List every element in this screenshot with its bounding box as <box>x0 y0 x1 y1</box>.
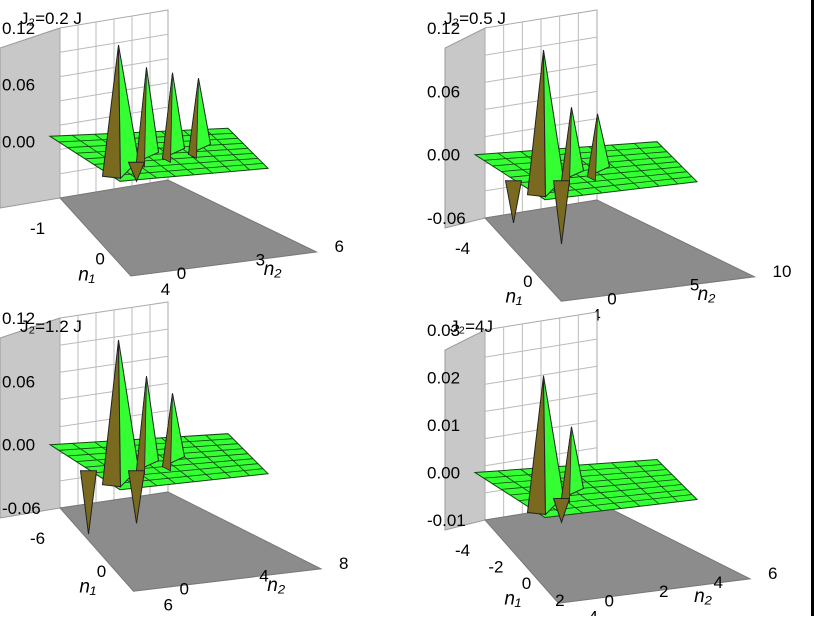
grid-line <box>59 58 169 78</box>
n2-tick-label: 10 <box>773 262 792 281</box>
n2-axis-label: n₂ <box>264 259 283 280</box>
panel-title: J₂=1.2 J <box>20 317 82 336</box>
n1-tick-label: 0 <box>522 574 531 593</box>
z-tick-label: -0.01 <box>427 511 466 530</box>
right-border-line <box>811 0 814 616</box>
mesh-line <box>611 462 660 505</box>
z-tick-label: 0.06 <box>427 82 460 101</box>
negative-dip <box>79 470 98 535</box>
n2-tick-label: 0 <box>607 289 616 308</box>
z-tick-label: 0.12 <box>2 19 35 38</box>
n2-tick-label: 4 <box>714 573 723 592</box>
z-tick-label: -0.06 <box>2 499 41 518</box>
z-tick-label: 0.00 <box>427 464 460 483</box>
panel-title: J₂=0.2 J <box>20 9 82 28</box>
grid-line <box>59 328 169 346</box>
n2-axis-label: n₂ <box>698 284 717 305</box>
n1-tick-label: 0 <box>97 562 106 581</box>
secondary-peak-shadow <box>162 393 173 472</box>
n1-tick-label: 0 <box>523 272 532 291</box>
n1-tick-label: 4 <box>161 280 170 299</box>
n1-tick-label: 4 <box>589 607 598 616</box>
mesh-line <box>205 434 250 476</box>
n1-axis-label: n₁ <box>79 577 96 598</box>
negative-dip <box>127 470 146 524</box>
n2-tick-label: 3 <box>256 251 265 270</box>
mesh-line <box>205 129 250 171</box>
grid-line <box>484 365 598 385</box>
z-tick-label: 0.06 <box>2 76 35 95</box>
n1-tick-label: -4 <box>455 541 470 560</box>
main-peak <box>543 375 565 516</box>
z-tick-label: 0.02 <box>427 369 460 388</box>
left-wall <box>0 317 61 519</box>
panel-title: J₂=0.5 J <box>444 9 506 28</box>
negative-dip <box>127 161 146 183</box>
n2-tick-label: 6 <box>768 564 777 583</box>
mesh-line <box>633 142 679 185</box>
surface-panel-2: 0.120.060.00-0.06-404n₁0510n₂J₂=0.5 J <box>427 9 791 324</box>
main-peak <box>118 44 140 180</box>
n2-tick-label: 0 <box>177 264 186 283</box>
z-tick-label: 0.06 <box>2 372 35 391</box>
grid-line <box>59 355 169 373</box>
z-tick-label: 0.12 <box>2 309 35 328</box>
z-tick-label: 0.00 <box>2 436 35 455</box>
n2-tick-label: 5 <box>690 276 699 295</box>
n2-tick-label: 2 <box>659 582 668 601</box>
n1-axis-label: n₁ <box>504 589 521 610</box>
n1-tick-label: -2 <box>488 558 503 577</box>
negative-dip <box>552 180 571 245</box>
left-wall <box>444 27 486 229</box>
n1-axis-label: n₁ <box>78 264 95 285</box>
z-tick-label: 0.01 <box>427 416 460 435</box>
n1-tick-label: -4 <box>455 239 470 258</box>
n1-tick-label: -6 <box>30 529 45 548</box>
z-tick-label: 0.03 <box>427 321 460 340</box>
n1-tick-label: 2 <box>555 591 564 610</box>
panel-title: J₂=4J <box>450 317 493 336</box>
n2-tick-label: 0 <box>605 591 614 610</box>
negative-dip <box>552 498 571 524</box>
secondary-peak-shadow <box>162 72 173 163</box>
floor <box>59 179 319 277</box>
n2-tick-label: 0 <box>180 579 189 598</box>
secondary-peak-shadow <box>188 78 199 159</box>
n1-tick-label: -1 <box>30 219 45 238</box>
mesh-line <box>633 460 679 503</box>
left-wall <box>0 27 61 209</box>
grid-line <box>484 338 598 358</box>
grid-line <box>59 33 169 53</box>
n1-tick-label: 6 <box>164 595 173 614</box>
n2-tick-label: 6 <box>335 237 344 256</box>
n2-axis-label: n₂ <box>694 586 713 607</box>
n2-tick-label: 4 <box>259 567 268 586</box>
negative-dip <box>504 180 523 223</box>
z-tick-label: 0.12 <box>427 19 460 38</box>
n1-tick-label: 0 <box>95 250 104 269</box>
mesh-line <box>611 144 660 187</box>
grid-line <box>484 36 598 56</box>
floor <box>59 491 323 592</box>
n1-axis-label: n₁ <box>506 287 523 308</box>
z-tick-label: 0.00 <box>2 132 35 151</box>
mesh-line <box>588 464 641 507</box>
surface-panel-4: 0.030.020.010.00-0.01-4-2024n₁0246n₂J₂=4… <box>427 311 777 621</box>
n2-tick-label: 8 <box>339 554 348 573</box>
mesh-line <box>183 436 232 478</box>
secondary-peak-shadow <box>587 113 598 182</box>
z-tick-label: -0.06 <box>427 209 466 228</box>
n2-axis-label: n₂ <box>267 575 286 596</box>
z-tick-label: 0.00 <box>427 146 460 165</box>
